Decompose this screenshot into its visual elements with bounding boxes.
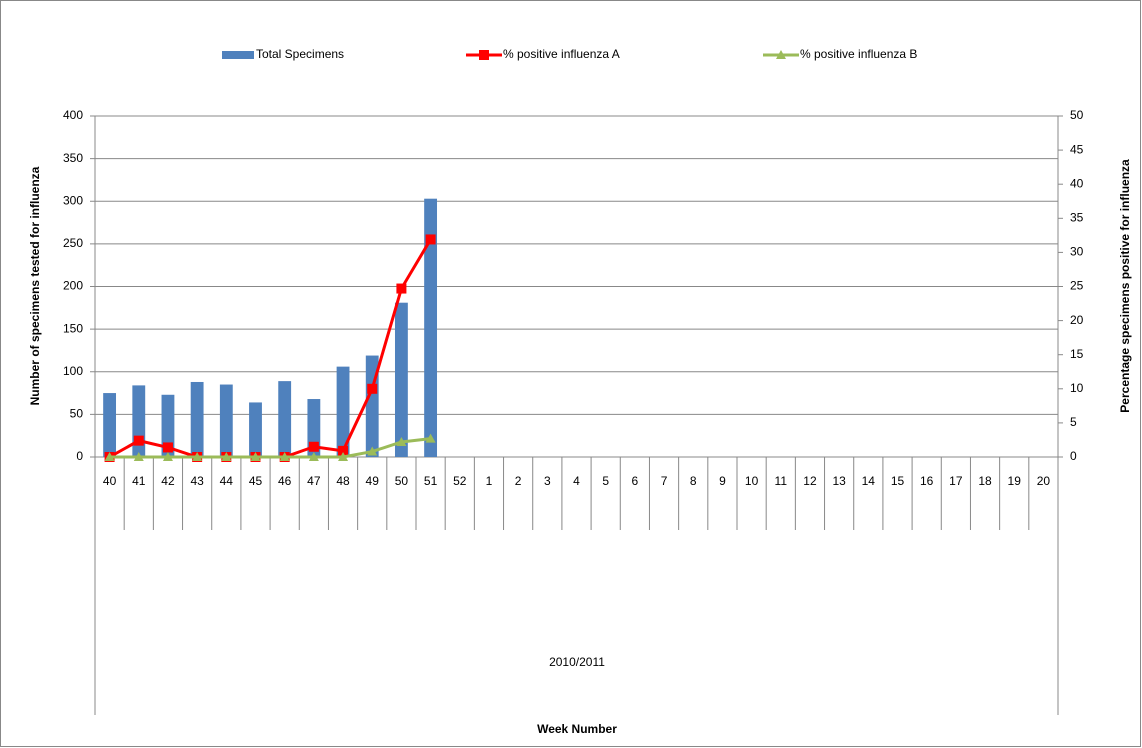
marker [338,445,349,456]
legend-marker [776,50,786,59]
y2-tick-label: 5 [1070,415,1077,429]
y2-tick-label: 50 [1070,108,1084,122]
y-tick-label: 300 [63,193,83,207]
x-tick-label: 40 [103,474,117,488]
y2-tick-label: 45 [1070,142,1084,156]
legend-label: % positive influenza A [503,47,620,61]
x-tick-label: 14 [862,474,876,488]
x-tick-label: 46 [278,474,292,488]
x-tick-label: 5 [602,474,609,488]
x-tick-label: 13 [832,474,846,488]
x-tick-label: 7 [661,474,668,488]
legend-swatch [222,51,254,59]
bar [103,393,117,457]
y2-tick-label: 10 [1070,381,1084,395]
x-tick-label: 16 [920,474,934,488]
x-tick-label: 49 [366,474,380,488]
y2-tick-label: 20 [1070,313,1084,327]
bar [424,198,438,457]
x-tick-label: 44 [220,474,234,488]
bar [161,394,175,457]
x-tick-label: 11 [775,474,788,488]
marker [104,452,115,461]
marker [396,436,407,446]
bar [190,381,204,457]
bar [132,385,146,457]
marker [396,283,407,294]
y-tick-label: 50 [70,407,84,421]
x-tick-label: 12 [803,474,817,488]
x-tick-label: 18 [978,474,992,488]
x-tick-label: 4 [573,474,580,488]
y-tick-label: 0 [76,449,83,463]
y2-axis-title: Percentage specimens positive for influe… [1118,159,1132,413]
marker [250,452,261,461]
y-tick-label: 400 [63,108,83,122]
y2-tick-label: 25 [1070,279,1084,293]
marker [279,452,290,461]
x-tick-label: 48 [336,474,350,488]
marker [425,433,436,443]
legend-label: Total Specimens [256,47,344,61]
y2-tick-label: 0 [1070,449,1077,463]
bar [278,381,292,457]
marker [192,452,203,461]
bar [219,384,233,457]
marker [162,442,173,453]
marker [221,452,232,461]
x-tick-label: 19 [1008,474,1022,488]
x-tick-label: 6 [632,474,639,488]
y-tick-label: 250 [63,236,83,250]
x-group-label: 2010/2011 [549,655,605,669]
y2-tick-label: 30 [1070,245,1084,259]
bar [394,302,408,457]
x-tick-label: 20 [1037,474,1051,488]
x-tick-label: 8 [690,474,697,488]
x-tick-label: 47 [307,474,321,488]
x-tick-label: 45 [249,474,263,488]
y2-tick-label: 15 [1070,347,1084,361]
y-tick-label: 200 [63,279,83,293]
x-tick-label: 15 [891,474,905,488]
legend-label: % positive influenza B [800,47,917,61]
y-tick-label: 350 [63,151,83,165]
y2-tick-label: 35 [1070,210,1084,224]
x-tick-label: 42 [161,474,175,488]
y-tick-label: 100 [63,364,83,378]
y-axis-title: Number of specimens tested for influenza [28,166,42,405]
bar [249,402,262,457]
line [109,437,431,459]
marker [367,446,378,456]
marker [308,452,319,461]
x-tick-label: 3 [544,474,551,488]
x-tick-label: 2 [515,474,522,488]
marker [367,383,378,394]
x-tick-label: 41 [132,474,146,488]
x-tick-label: 50 [395,474,409,488]
marker [133,435,144,446]
x-tick-label: 1 [486,474,493,488]
marker [425,234,436,245]
x-tick-label: 9 [719,474,726,488]
marker [338,452,349,461]
x-tick-label: 10 [745,474,759,488]
x-tick-label: 43 [190,474,204,488]
marker [133,452,144,461]
legend-marker [479,50,489,60]
x-tick-label: 51 [424,474,438,488]
y-tick-label: 150 [63,321,83,335]
x-tick-label: 17 [949,474,963,488]
x-axis-title: Week Number [537,722,617,736]
marker [162,452,173,461]
y2-tick-label: 40 [1070,176,1084,190]
bar [336,366,350,457]
x-tick-label: 52 [453,474,467,488]
marker [308,441,319,452]
